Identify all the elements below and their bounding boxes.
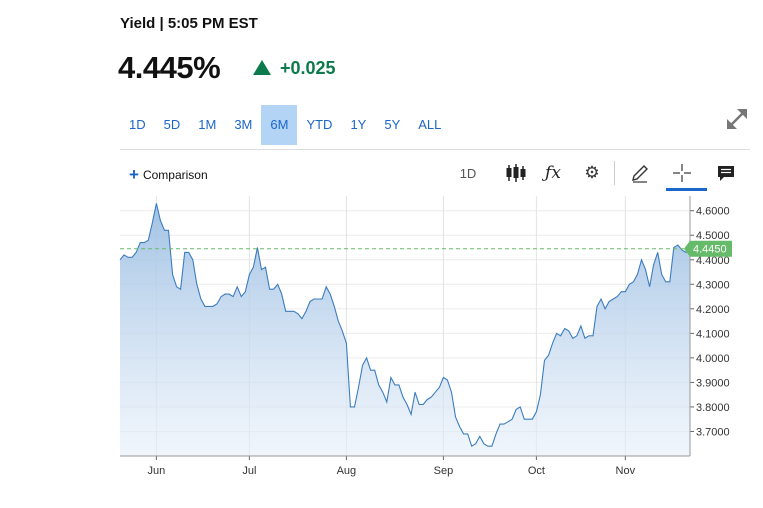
range-tabs: 1D 5D 1M 3M 6M YTD 1Y 5Y ALL [120,105,450,145]
tab-5d[interactable]: 5D [163,117,181,132]
x-tick-label: Jun [148,465,166,477]
comparison-button[interactable]: + Comparison [129,165,208,184]
tab-5y[interactable]: 5Y [384,117,401,132]
notes-icon[interactable] [713,160,739,186]
tab-1d[interactable]: 1D [129,117,146,132]
y-tick-label: 3.8000 [696,402,730,414]
active-tool-indicator [666,188,707,191]
y-tick-label: 4.1000 [696,328,730,340]
y-tick-label: 4.4000 [696,255,730,267]
area-fill [120,203,690,456]
candlestick-icon[interactable] [503,160,529,186]
x-tick-label: Nov [616,465,636,477]
last-value-badge-shape [684,240,732,257]
toolbar-separator [614,161,615,185]
crosshair-icon[interactable] [667,160,697,186]
x-tick-label: Aug [337,465,357,477]
tab-all[interactable]: ALL [418,117,442,132]
x-tick-label: Sep [434,465,454,477]
tab-1m[interactable]: 1M [198,117,217,132]
y-tick-label: 3.9000 [696,377,730,389]
quote-time-label: Yield | 5:05 PM EST [120,15,258,32]
comparison-label: Comparison [142,168,208,182]
pencil-icon[interactable] [627,160,653,186]
last-value-badge-label: 4.4450 [693,244,727,256]
y-tick-label: 4.6000 [696,206,730,218]
y-tick-label: 4.0000 [696,353,730,365]
up-arrow-icon [253,60,271,75]
y-tick-label: 4.5000 [696,230,730,242]
yield-price: 4.445% [118,50,221,85]
interval-button[interactable]: 1D [459,165,477,181]
expand-icon[interactable] [722,104,752,134]
tab-3m[interactable]: 3M [234,117,253,132]
function-icon[interactable]: ƒx [545,163,561,183]
x-tick-label: Oct [528,465,545,477]
plus-icon: + [129,165,139,184]
tab-1y[interactable]: 1Y [350,117,367,132]
y-tick-label: 4.3000 [696,279,730,291]
series-line [119,203,691,448]
price-change: +0.025 [280,58,336,78]
toolbar-divider [120,149,750,150]
y-tick-label: 3.7000 [696,426,730,438]
gear-icon[interactable]: ⚙ [584,163,600,182]
y-axis: 4.6000 4.5000 4.4000 4.3000 4.2000 4.1000 4.00… [689,196,730,456]
tab-ytd[interactable]: YTD [306,117,333,132]
tab-6m[interactable]: 6M [261,105,298,145]
x-axis: Jun Jul Aug Sep Oct Nov [120,455,690,477]
x-tick-label: Jul [242,465,256,477]
last-value-badge: 4.4450 [684,240,732,257]
y-tick-label: 4.2000 [696,304,730,316]
